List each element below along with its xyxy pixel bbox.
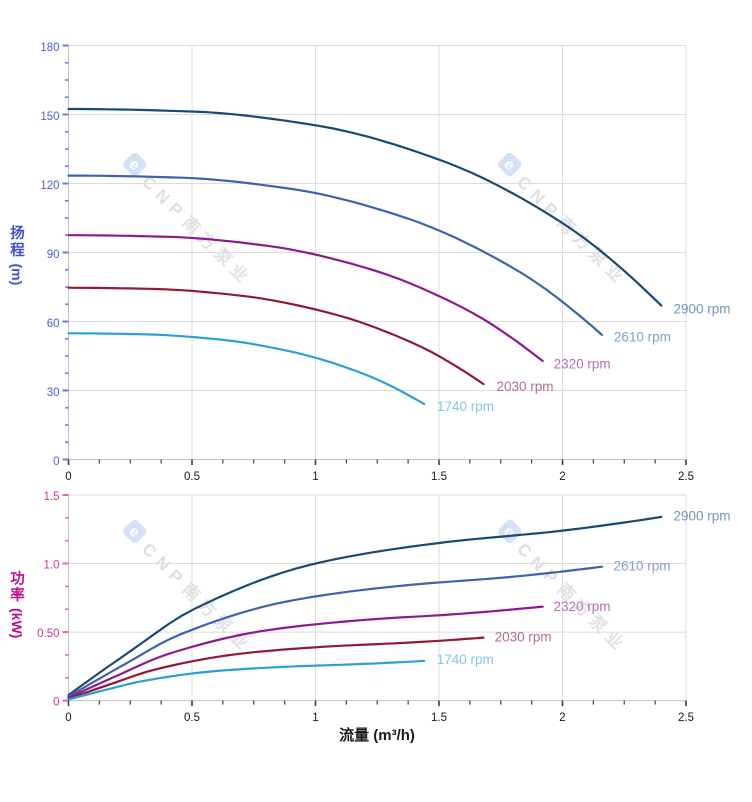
svg-text:扬: 扬	[10, 224, 25, 242]
svg-text:2030 rpm: 2030 rpm	[495, 630, 552, 645]
svg-text:1.0: 1.0	[44, 559, 60, 571]
svg-text:0.5: 0.5	[184, 471, 200, 483]
svg-text:2.5: 2.5	[678, 712, 694, 724]
svg-text:1740 rpm: 1740 rpm	[437, 399, 494, 414]
svg-text:0: 0	[53, 456, 59, 468]
svg-text:2320 rpm: 2320 rpm	[554, 599, 611, 614]
svg-text:120: 120	[40, 180, 59, 192]
svg-text:2610 rpm: 2610 rpm	[614, 559, 671, 574]
svg-text:150: 150	[40, 111, 59, 123]
svg-text:2030 rpm: 2030 rpm	[497, 379, 554, 394]
svg-text:2610 rpm: 2610 rpm	[614, 330, 671, 345]
svg-text:1.5: 1.5	[431, 471, 447, 483]
svg-text:程: 程	[10, 242, 25, 259]
svg-text:0.50: 0.50	[37, 628, 59, 640]
svg-text:60: 60	[47, 318, 60, 330]
svg-text:1740 rpm: 1740 rpm	[437, 652, 494, 667]
svg-text:(kW): (kW)	[9, 608, 25, 638]
svg-text:0: 0	[65, 712, 71, 724]
svg-text:0: 0	[65, 471, 71, 483]
svg-text:2: 2	[559, 471, 565, 483]
svg-text:率: 率	[10, 586, 25, 604]
svg-text:0: 0	[53, 696, 59, 708]
svg-text:1: 1	[312, 471, 318, 483]
svg-text:2900 rpm: 2900 rpm	[674, 508, 731, 523]
svg-text:0.5: 0.5	[184, 712, 200, 724]
svg-text:1.5: 1.5	[431, 712, 447, 724]
svg-text:(m): (m)	[9, 264, 25, 286]
svg-text:1.5: 1.5	[44, 491, 60, 503]
svg-text:180: 180	[40, 42, 59, 54]
svg-text:1: 1	[312, 712, 318, 724]
svg-text:2320 rpm: 2320 rpm	[554, 357, 611, 372]
svg-text:2900 rpm: 2900 rpm	[674, 301, 731, 316]
svg-text:90: 90	[47, 249, 60, 261]
svg-text:30: 30	[47, 387, 60, 399]
svg-text:流量 (m³/h): 流量 (m³/h)	[339, 726, 415, 744]
svg-text:功: 功	[10, 571, 25, 588]
svg-text:2.5: 2.5	[678, 471, 694, 483]
svg-text:2: 2	[559, 712, 565, 724]
